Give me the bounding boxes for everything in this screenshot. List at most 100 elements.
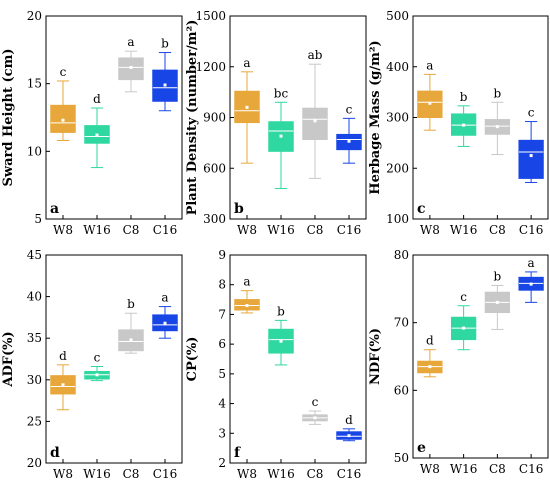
panel-d-ytick-label: 20 xyxy=(27,456,42,470)
panel-f-ytick-label: 5 xyxy=(218,367,226,381)
panel-f-mean-marker xyxy=(313,416,317,420)
panel-e-xtick-label: W8 xyxy=(420,462,440,476)
panel-c-mean-marker xyxy=(462,123,466,127)
panel-d-ytick-label: 30 xyxy=(27,373,42,387)
panel-f-ytick-label: 6 xyxy=(218,337,226,351)
panel-c-sig-letter: b xyxy=(460,90,468,104)
panel-f-ytick-label: 7 xyxy=(218,307,226,321)
panel-c-ytick-label: 300 xyxy=(386,111,409,125)
panel-f-sig-letter: a xyxy=(243,275,250,289)
panel-e-ytick-label: 60 xyxy=(394,383,409,397)
panel-f-mean-marker xyxy=(347,434,351,438)
panel-e-letter: e xyxy=(417,440,426,456)
panel-c-ytick-label: 100 xyxy=(386,212,409,226)
panel-a-letter: a xyxy=(50,201,59,217)
panel-e-axes-frame xyxy=(412,254,549,459)
panel-b-mean-marker xyxy=(347,139,351,143)
panel-f-ytick-label: 3 xyxy=(218,426,226,440)
panel-d-sig-letter: c xyxy=(94,350,101,364)
panel-a-axes-frame xyxy=(45,15,183,220)
panel-c-ytick-label: 200 xyxy=(386,161,409,175)
panel-a-ytick-label: 10 xyxy=(27,144,42,158)
panel-f-ytick-label: 2 xyxy=(218,456,226,470)
panel-b-xtick-label: W8 xyxy=(237,223,257,237)
panel-a-sig-letter: a xyxy=(127,35,134,49)
panel-c-mean-marker xyxy=(428,101,432,105)
panel-d-sig-letter: b xyxy=(127,297,135,311)
panel-e-mean-marker xyxy=(462,326,466,330)
panel-a-ytick-label: 15 xyxy=(27,77,42,91)
panel-a-mean-marker xyxy=(95,133,99,137)
panel-b-ytick-label: 300 xyxy=(203,212,226,226)
panel-d-ytick-label: 40 xyxy=(27,290,42,304)
panel-b-mean-marker xyxy=(279,134,283,138)
panel-c-ytick-label: 500 xyxy=(386,9,409,23)
panel-b-xtick-label: C16 xyxy=(337,223,361,237)
panel-c-sig-letter: b xyxy=(494,86,502,100)
panel-d-xtick-label: W16 xyxy=(83,467,111,481)
panel-a-mean-marker xyxy=(61,118,65,122)
panel-e-ytick-label: 50 xyxy=(394,451,409,465)
panel-c-xtick-label: W8 xyxy=(420,223,440,237)
panel-e-xtick-label: W16 xyxy=(450,462,478,476)
panel-c-xtick-label: W16 xyxy=(450,223,478,237)
panel-f-sig-letter: d xyxy=(345,413,353,427)
panel-a-mean-marker xyxy=(163,83,167,87)
panel-d-ytick-label: 35 xyxy=(27,331,42,345)
panel-f-ytick-label: 4 xyxy=(218,397,226,411)
panel-f-sig-letter: b xyxy=(277,304,285,318)
panel-e-sig-letter: d xyxy=(426,334,434,348)
panel-e-sig-letter: a xyxy=(528,256,535,270)
panel-b-sig-letter: ab xyxy=(308,48,323,62)
panel-f-sig-letter: c xyxy=(312,395,319,409)
panel-a-ytick-label: 20 xyxy=(27,9,42,23)
panel-b-ytick-label: 600 xyxy=(203,161,226,175)
panel-e-mean-marker xyxy=(495,300,499,304)
panel-b-sig-letter: bc xyxy=(274,86,289,100)
panel-f-axes-frame xyxy=(229,254,367,464)
panel-d-mean-marker xyxy=(95,373,99,377)
panel-d-ylabel: ADF(%) xyxy=(1,331,16,387)
panel-c-sig-letter: c xyxy=(528,106,535,120)
panel-c-mean-marker xyxy=(529,154,533,158)
panel-f-mean-marker xyxy=(245,304,249,308)
panel-d-xtick-label: W8 xyxy=(53,467,73,481)
panel-c-ylabel: Herbage Mass (g/m²) xyxy=(368,40,383,194)
panel-f-xtick-label: C8 xyxy=(307,467,324,481)
panel-a-xtick-label: W8 xyxy=(53,223,73,237)
panel-c-sig-letter: a xyxy=(426,58,433,72)
panel-c-xtick-label: C8 xyxy=(489,223,506,237)
panel-d-xtick-label: C16 xyxy=(153,467,177,481)
panel-d-sig-letter: d xyxy=(59,349,67,363)
panel-f-mean-marker xyxy=(279,339,283,343)
panel-c-xtick-label: C16 xyxy=(519,223,543,237)
panel-b-mean-marker xyxy=(313,119,317,123)
panel-b-ytick-label: 1200 xyxy=(195,60,226,74)
panel-d-ytick-label: 25 xyxy=(27,414,42,428)
panel-e-sig-letter: b xyxy=(494,269,502,283)
panel-a-xtick-label: C16 xyxy=(153,223,177,237)
panel-d-mean-marker xyxy=(61,383,65,387)
panel-d-axes-frame xyxy=(45,254,183,464)
panel-b-letter: b xyxy=(234,201,244,217)
panel-d-ytick-label: 45 xyxy=(27,248,42,262)
panel-b-mean-marker xyxy=(245,105,249,109)
panel-e-sig-letter: c xyxy=(460,290,467,304)
panel-d-letter: d xyxy=(50,445,60,461)
panel-d-xtick-label: C8 xyxy=(123,467,140,481)
panel-b-box xyxy=(302,107,328,140)
panel-a-ytick-label: 5 xyxy=(34,212,42,226)
panel-a-xtick-label: W16 xyxy=(83,223,111,237)
panel-e-ylabel: NDF(%) xyxy=(368,328,383,385)
panel-f-xtick-label: C16 xyxy=(337,467,361,481)
panel-e-ytick-label: 80 xyxy=(394,248,409,262)
panel-a-sig-letter: b xyxy=(161,37,169,51)
panel-d-mean-marker xyxy=(129,338,133,342)
panel-c-ytick-label: 400 xyxy=(386,60,409,74)
panel-e-xtick-label: C16 xyxy=(519,462,543,476)
panel-a-sig-letter: c xyxy=(60,65,67,79)
panel-e-ytick-label: 70 xyxy=(394,316,409,330)
panel-e-mean-marker xyxy=(428,365,432,369)
panel-a-ylabel: Sward Height (cm) xyxy=(1,48,16,186)
